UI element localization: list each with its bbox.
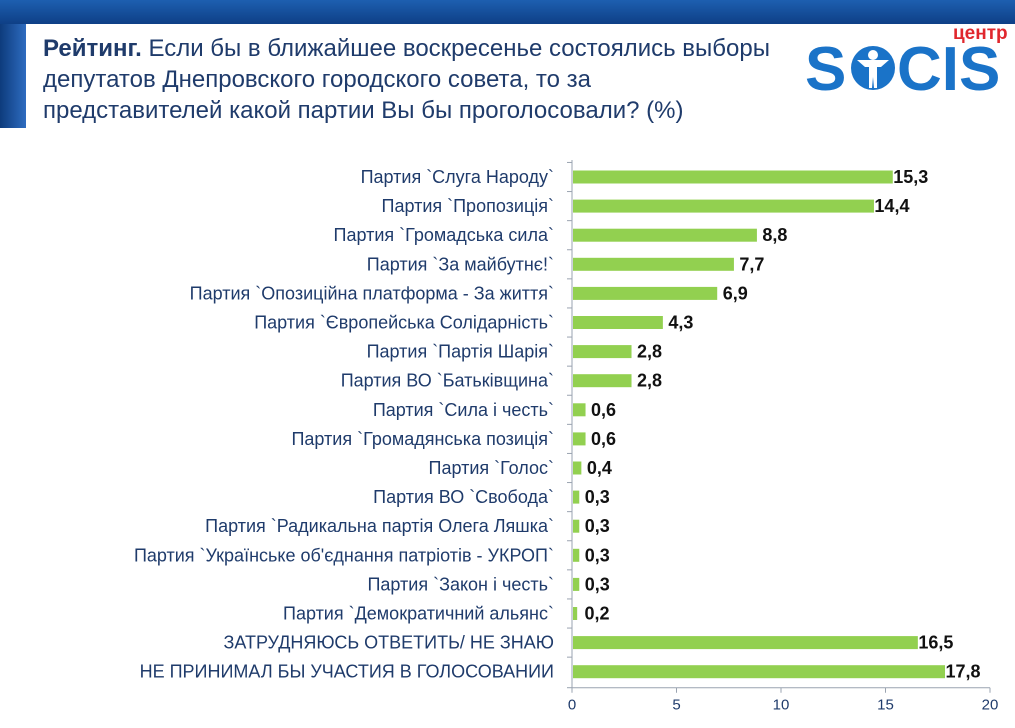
category-label: Партия ВО `Батьківщина` — [341, 371, 554, 391]
logo-letter-s1: S — [805, 35, 846, 102]
category-label: ЗАТРУДНЯЮСЬ ОТВЕТИТЬ/ НЕ ЗНАЮ — [223, 633, 554, 653]
bar — [573, 432, 586, 446]
category-label: Партия ВО `Свобода` — [373, 487, 554, 507]
category-label: Партия `Партія Шарія` — [367, 342, 554, 362]
data-label: 16,5 — [918, 633, 953, 653]
data-label: 8,8 — [762, 225, 787, 245]
bar — [573, 577, 580, 591]
bar — [573, 607, 578, 620]
bar — [573, 548, 580, 562]
data-label: 0,3 — [585, 545, 610, 565]
category-label: Партия `Демократичний альянс` — [283, 604, 554, 624]
bar — [573, 461, 582, 475]
category-label: Партия `Закон і честь` — [367, 574, 554, 594]
logo-figure-icon — [851, 46, 895, 90]
bar — [573, 170, 893, 184]
category-label: Партия `За майбутнє!` — [367, 254, 554, 274]
header-band — [0, 0, 1015, 24]
socis-logo: центр S CIS — [805, 22, 1015, 104]
data-label: 4,3 — [668, 313, 693, 333]
category-label: Партия `Радикальна партія Олега Ляшка` — [205, 516, 554, 536]
x-tick-label: 5 — [672, 697, 680, 714]
data-label: 0,6 — [591, 429, 616, 449]
data-label: 0,2 — [584, 604, 609, 624]
x-tick-label: 15 — [877, 697, 894, 714]
logo-small-text: центр — [953, 23, 1008, 44]
category-label: Партия `Голос` — [429, 458, 554, 478]
category-label: Партия `Слуга Народу` — [361, 167, 554, 187]
bar — [573, 228, 757, 242]
bar — [573, 199, 874, 213]
bar — [573, 490, 580, 504]
bar — [573, 403, 586, 417]
category-label: НЕ ПРИНИМАЛ БЫ УЧАСТИЯ В ГОЛОСОВАНИИ — [140, 662, 554, 682]
x-tick-label: 10 — [773, 697, 790, 714]
bar — [573, 636, 918, 650]
category-label: Партия `Європейська Солідарність` — [254, 313, 554, 333]
data-label: 6,9 — [723, 283, 748, 303]
x-tick-label: 0 — [568, 697, 576, 714]
chart-title: Рейтинг. Если бы в ближайшее воскресенье… — [43, 33, 773, 126]
side-accent — [0, 24, 26, 128]
title-text: Если бы в ближайшее воскресенье состояли… — [43, 35, 770, 124]
data-label: 0,3 — [585, 516, 610, 536]
data-label: 14,4 — [874, 196, 909, 216]
bar-chart: Партия `Слуга Народу` 15,3 Партия `Пропози… — [0, 150, 1015, 728]
x-tick-label: 20 — [982, 697, 999, 714]
data-label: 0,6 — [591, 400, 616, 420]
bar — [573, 257, 734, 271]
data-label: 2,8 — [637, 342, 662, 362]
bar — [573, 374, 632, 388]
chart-svg: Партия `Слуга Народу` 15,3 Партия `Пропози… — [134, 160, 999, 714]
data-label: 7,7 — [739, 254, 764, 274]
bar — [573, 345, 632, 359]
bar — [573, 665, 946, 679]
category-label: Партия `Пропозиція` — [382, 196, 554, 216]
category-label: Партия `Опозиційна платформа - За життя` — [190, 283, 554, 303]
logo-letters-cis: CIS — [897, 35, 1000, 102]
title-bold: Рейтинг. — [43, 35, 142, 62]
category-label: Партия `Українське об'єднання патріотів … — [134, 545, 554, 565]
data-label: 15,3 — [893, 167, 928, 187]
data-label: 0,3 — [585, 574, 610, 594]
bar — [573, 286, 718, 300]
data-label: 0,3 — [585, 487, 610, 507]
data-label: 2,8 — [637, 371, 662, 391]
data-label: 0,4 — [587, 458, 612, 478]
bar — [573, 316, 663, 329]
category-label: Партия `Сила і честь` — [373, 400, 554, 420]
data-label: 17,8 — [945, 662, 980, 682]
bar — [573, 519, 580, 533]
category-label: Партия `Громадська сила` — [334, 225, 554, 245]
category-label: Партия `Громадянська позиція` — [291, 429, 554, 449]
